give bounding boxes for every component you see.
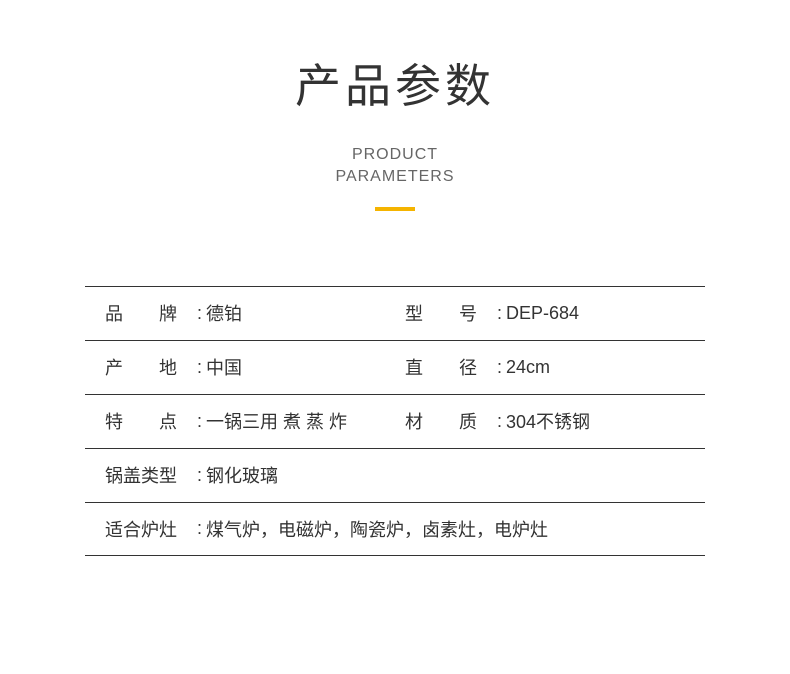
- param-cell-model: 型 号: DEP-684: [395, 300, 705, 326]
- colon: :: [197, 411, 202, 432]
- title-en-line1: PRODUCT: [352, 146, 438, 163]
- param-cell-origin: 产 地: 中国: [85, 354, 395, 380]
- param-label: 材 质: [405, 408, 497, 434]
- colon: :: [197, 357, 202, 378]
- param-value: 德铂: [206, 300, 242, 326]
- param-row: 品 牌: 德铂 型 号: DEP-684: [85, 286, 705, 340]
- param-cell-lid-type: 锅盖类型: 钢化玻璃: [85, 462, 705, 488]
- product-param-panel: 产品参数 PRODUCT PARAMETERS 品 牌: 德铂 型 号: DEP…: [0, 0, 790, 556]
- param-row: 适合炉灶: 煤气炉，电磁炉，陶瓷炉，卤素灶，电炉灶: [85, 502, 705, 556]
- param-cell-stove: 适合炉灶: 煤气炉，电磁炉，陶瓷炉，卤素灶，电炉灶: [85, 516, 705, 542]
- param-value: 中国: [206, 354, 242, 380]
- param-label: 锅盖类型: [105, 462, 197, 488]
- colon: :: [497, 411, 502, 432]
- param-label: 直 径: [405, 354, 497, 380]
- colon: :: [197, 518, 202, 539]
- colon: :: [497, 303, 502, 324]
- param-value: DEP-684: [506, 303, 579, 324]
- param-row: 锅盖类型: 钢化玻璃: [85, 448, 705, 502]
- param-value: 304不锈钢: [506, 408, 590, 434]
- title-chinese: 产品参数: [0, 50, 790, 116]
- param-label: 适合炉灶: [105, 516, 197, 542]
- param-value: 24cm: [506, 357, 550, 378]
- param-cell-material: 材 质: 304不锈钢: [395, 408, 705, 434]
- param-value: 煤气炉，电磁炉，陶瓷炉，卤素灶，电炉灶: [206, 516, 548, 542]
- title-english: PRODUCT PARAMETERS: [0, 144, 790, 189]
- param-label: 型 号: [405, 300, 497, 326]
- param-cell-feature: 特 点: 一锅三用 煮 蒸 炸: [85, 408, 395, 434]
- param-row: 特 点: 一锅三用 煮 蒸 炸 材 质: 304不锈钢: [85, 394, 705, 448]
- param-cell-diameter: 直 径: 24cm: [395, 354, 705, 380]
- title-en-line2: PARAMETERS: [335, 168, 454, 185]
- colon: :: [197, 465, 202, 486]
- param-label: 特 点: [105, 408, 197, 434]
- colon: :: [497, 357, 502, 378]
- param-label: 产 地: [105, 354, 197, 380]
- param-label: 品 牌: [105, 300, 197, 326]
- accent-divider: [375, 207, 415, 211]
- colon: :: [197, 303, 202, 324]
- param-row: 产 地: 中国 直 径: 24cm: [85, 340, 705, 394]
- param-value: 一锅三用 煮 蒸 炸: [206, 408, 347, 434]
- param-value: 钢化玻璃: [206, 462, 278, 488]
- param-cell-brand: 品 牌: 德铂: [85, 300, 395, 326]
- param-table: 品 牌: 德铂 型 号: DEP-684 产 地: 中国 直 径: 24cm 特…: [85, 286, 705, 556]
